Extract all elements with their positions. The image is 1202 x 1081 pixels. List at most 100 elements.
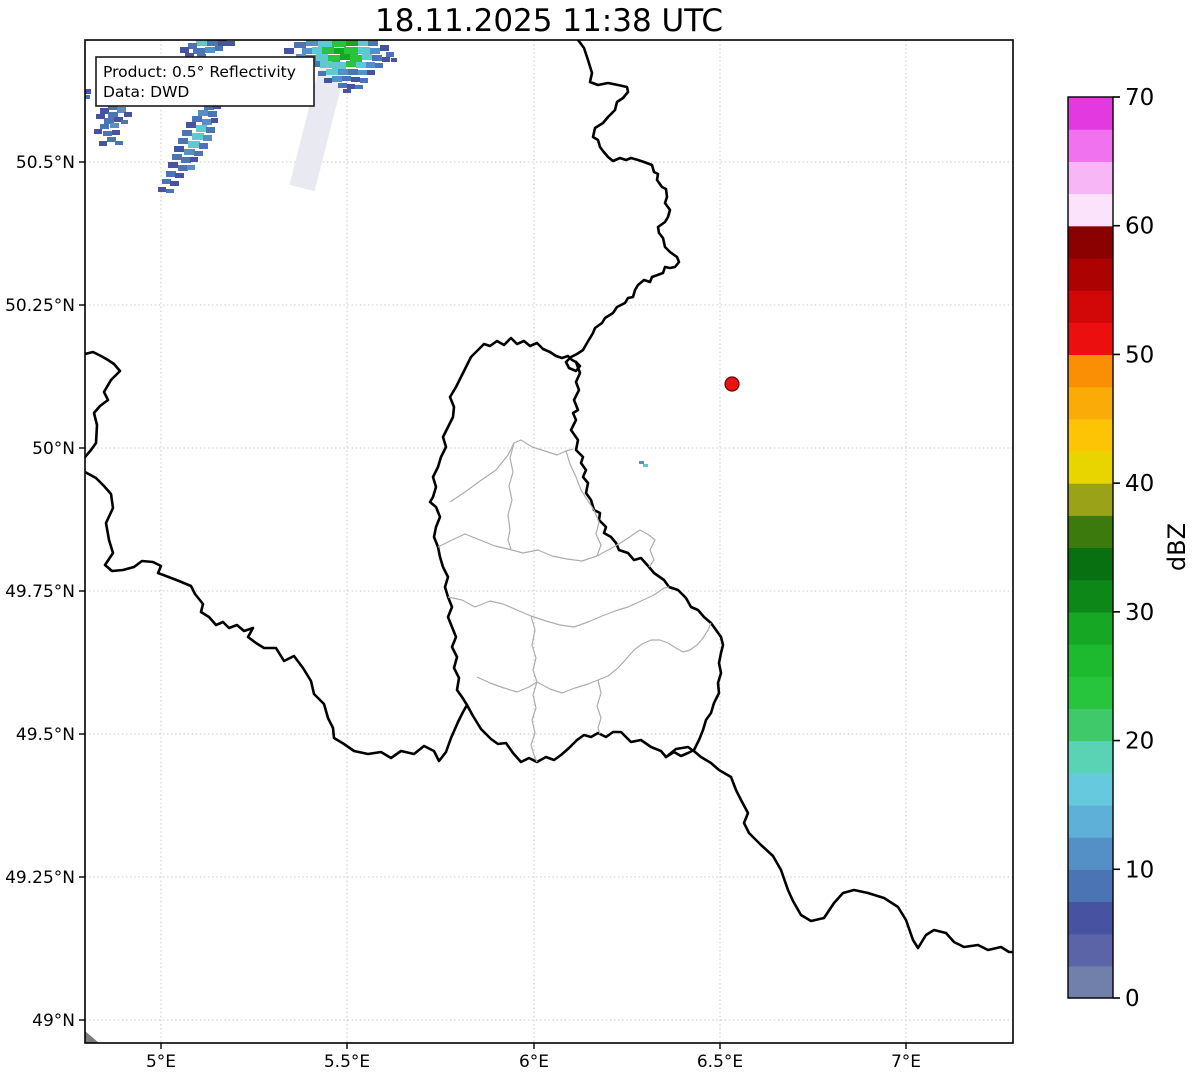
radar-echo-cell <box>218 40 227 46</box>
radar-echo-cell <box>100 108 109 114</box>
axis-tick-marks <box>79 161 907 1049</box>
radar-echo-cell <box>192 133 204 140</box>
location-marker-dot <box>724 376 740 392</box>
radar-echo-cell <box>350 55 362 62</box>
colorbar-segment <box>1068 386 1113 420</box>
radar-echo-cell <box>103 131 112 136</box>
colorbar-segment <box>1068 97 1113 130</box>
y-tick-label: 49°N <box>32 1011 75 1031</box>
radar-echo-cell <box>338 83 347 88</box>
map-content <box>85 40 1013 1043</box>
canton-border-line <box>447 586 670 628</box>
colorbar-tick-label: 0 <box>1125 986 1140 1012</box>
y-tick-label: 49.5°N <box>16 725 75 745</box>
radar-echo-cell <box>196 125 207 132</box>
radar-echo-cell <box>360 78 368 83</box>
x-tick-label: 6°E <box>519 1052 549 1072</box>
canton-borders <box>437 439 712 763</box>
radar-echo-cell <box>316 54 328 61</box>
radar-echo-cell <box>326 69 338 75</box>
radar-echo-cell <box>202 119 212 125</box>
radar-echo-cell <box>320 61 332 68</box>
radar-echo-cell <box>206 127 215 133</box>
radar-echo-cell <box>382 57 390 62</box>
country-borders <box>85 40 1013 954</box>
radar-echo-cell <box>112 130 120 135</box>
radar-echo-cell <box>100 124 109 129</box>
radar-echo-cell <box>356 62 366 68</box>
colorbar-ticks: 0 10 20 30 40 50 60 70 <box>1113 85 1154 1012</box>
radar-echo-cell <box>372 55 382 61</box>
colorbar-tick-label: 50 <box>1125 342 1154 368</box>
radar-echo-cell <box>121 120 128 124</box>
radar-echo-cell <box>193 48 205 54</box>
radar-echo-cell <box>192 116 202 122</box>
canton-border-line <box>530 615 538 683</box>
radar-echo-cell <box>338 69 348 75</box>
radar-echo-cell <box>380 45 389 51</box>
annotation-data-line: Data: DWD <box>103 83 189 101</box>
radar-echo-cell <box>334 48 344 54</box>
colorbar-segment <box>1068 483 1113 516</box>
canton-border-line <box>565 450 595 511</box>
radar-echo-cell <box>367 70 375 75</box>
colorbar-axis-label: dBZ <box>1163 523 1191 571</box>
radar-echo-cell <box>114 117 123 122</box>
plot-frame <box>84 39 1014 1044</box>
radar-echo-cell <box>347 84 355 89</box>
radar-echo-cell <box>348 69 358 75</box>
radar-echo-cell <box>342 76 351 81</box>
x-tick-label: 5.5°E <box>324 1052 370 1072</box>
country-border-line <box>85 350 122 459</box>
colorbar-segment <box>1068 515 1113 549</box>
canton-border-line <box>596 679 602 735</box>
radar-echo-cell <box>643 464 648 467</box>
annotation-box-frame <box>95 56 315 107</box>
radar-echo-trail <box>289 66 345 192</box>
radar-echo-cell <box>391 58 397 62</box>
radar-echo-cell <box>302 48 312 54</box>
country-border-line <box>428 336 578 707</box>
country-border-line <box>569 360 725 759</box>
radar-echo-cell <box>197 54 206 57</box>
radar-echo-cell <box>322 47 334 54</box>
radar-echo-cell <box>366 62 375 68</box>
radar-echo-cell <box>104 118 114 124</box>
canton-border-line <box>593 509 602 557</box>
y-tick-label: 50.5°N <box>16 153 75 173</box>
radar-echo-cell <box>386 52 394 57</box>
colorbar-segment <box>1068 804 1113 838</box>
radar-echo-cell <box>215 46 223 51</box>
radar-echo-cell <box>85 95 90 99</box>
radar-echo-cell <box>340 54 350 60</box>
canton-border-line <box>507 442 515 550</box>
colorbar-segment <box>1068 225 1113 259</box>
radar-echo-cell <box>172 154 182 160</box>
radar-echo-cell <box>187 165 195 170</box>
radar-echo-cells <box>85 40 648 467</box>
radar-echo-cell <box>178 165 188 171</box>
radar-echo-cell <box>168 162 178 168</box>
colorbar-segment <box>1068 869 1113 903</box>
colorbar-segment <box>1068 611 1113 645</box>
colorbar-segment <box>1068 579 1113 613</box>
radar-echo-cell <box>294 42 306 48</box>
radar-echo-cell <box>181 157 191 163</box>
radar-echo-cell <box>208 111 217 117</box>
canton-border-line <box>449 439 574 503</box>
radar-echo-cell <box>188 43 197 49</box>
radar-echo-cell <box>108 112 118 118</box>
radar-echo-cell <box>346 40 358 46</box>
annotation-product-line: Product: 0.5° Reflectivity <box>103 63 296 81</box>
radar-echo-cell <box>188 141 200 148</box>
radar-echo-cell <box>355 85 363 89</box>
radar-echo-cell <box>332 62 346 69</box>
colorbar-segment <box>1068 354 1113 388</box>
colorbar-segment <box>1068 450 1113 484</box>
radar-echo-cell <box>110 123 119 128</box>
y-tick-label: 50°N <box>32 439 75 459</box>
figure-title: 18.11.2025 11:38 UTC <box>375 3 723 39</box>
radar-echo-cell <box>318 71 326 76</box>
